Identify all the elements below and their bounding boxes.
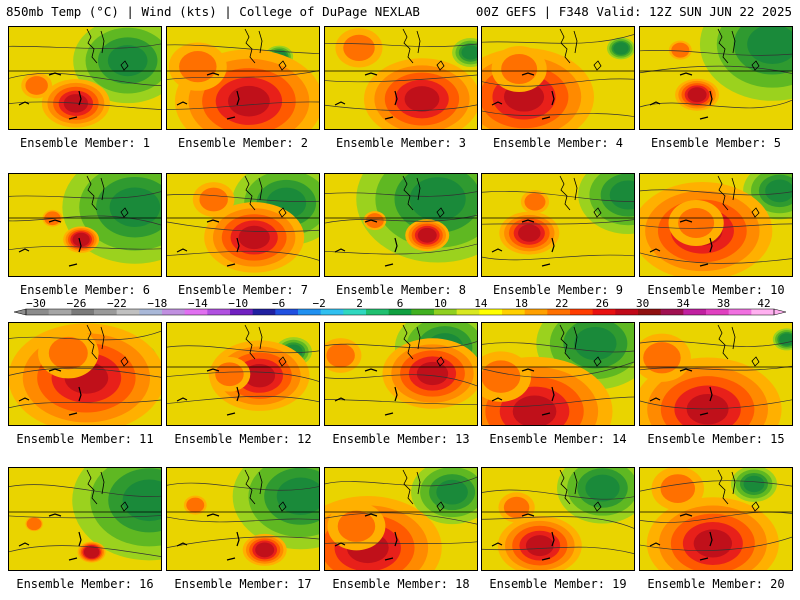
colorbar-segment — [547, 309, 571, 315]
ensemble-member-7-caption: Ensemble Member: 7 — [177, 283, 309, 297]
colorbar-segment — [434, 309, 458, 315]
map-title: 850mb Temp (°C) | Wind (kts) | College o… — [6, 4, 420, 19]
colorbar-segment — [48, 309, 72, 315]
colorbar-segment — [116, 309, 140, 315]
ensemble-member-13-map — [324, 322, 478, 426]
colorbar-right-arrow — [773, 308, 786, 316]
ensemble-member-4-caption: Ensemble Member: 4 — [492, 136, 624, 150]
ensemble-member-2-map — [166, 26, 320, 130]
ensemble-member-20-map — [639, 467, 793, 571]
temperature-colorbar: −30 −26 −22 −18 −14 −10 −6 −2 2 6 10 14 18 22 26 30 34 38… — [14, 298, 786, 320]
ensemble-member-8-map — [324, 173, 478, 277]
colorbar-tick-label: 38 — [717, 298, 730, 310]
colorbar-tick-label: 14 — [474, 298, 488, 310]
ensemble-member-10-map — [639, 173, 793, 277]
colorbar-segment — [638, 309, 662, 315]
ensemble-member-1-map — [8, 26, 162, 130]
ensemble-member-5-caption: Ensemble Member: 5 — [650, 136, 782, 150]
colorbar-left-arrow — [14, 308, 27, 316]
ensemble-member-17-caption: Ensemble Member: 17 — [174, 577, 312, 591]
colorbar-segment — [230, 309, 254, 315]
ensemble-member-20-caption: Ensemble Member: 20 — [647, 577, 785, 591]
ensemble-member-19-map — [481, 467, 635, 571]
colorbar-tick-label: −6 — [272, 298, 285, 310]
ensemble-member-11-map — [8, 322, 162, 426]
colorbar-tick-label: −2 — [312, 298, 325, 310]
colorbar-tick-label: −14 — [188, 298, 208, 310]
colorbar-segment — [570, 309, 594, 315]
colorbar-tick-label: 42 — [757, 298, 770, 310]
ensemble-member-2-caption: Ensemble Member: 2 — [177, 136, 309, 150]
colorbar-segment — [366, 309, 390, 315]
ensemble-member-3-map — [324, 26, 478, 130]
valid-time: 00Z GEFS | F348 Valid: 12Z SUN JUN 22 20… — [475, 4, 792, 19]
ensemble-member-15-map — [639, 322, 793, 426]
colorbar-tick-label: 18 — [515, 298, 528, 310]
ensemble-member-16-caption: Ensemble Member: 16 — [16, 577, 154, 591]
colorbar-segment — [343, 309, 367, 315]
colorbar-segment — [660, 309, 684, 315]
colorbar-segment — [252, 309, 276, 315]
colorbar-segment — [207, 309, 231, 315]
ensemble-member-5-map — [639, 26, 793, 130]
colorbar-segment — [26, 309, 50, 315]
colorbar-tick-label: −30 — [26, 298, 46, 310]
colorbar-segment — [592, 309, 616, 315]
colorbar-segment — [320, 309, 344, 315]
colorbar-segment — [683, 309, 707, 315]
ensemble-member-1-caption: Ensemble Member: 1 — [19, 136, 151, 150]
colorbar-segment — [139, 309, 163, 315]
colorbar-segment — [71, 309, 95, 315]
ensemble-member-4-map — [481, 26, 635, 130]
ensemble-member-19-caption: Ensemble Member: 19 — [489, 577, 627, 591]
colorbar-segment — [524, 309, 548, 315]
ensemble-member-6-map — [8, 173, 162, 277]
ensemble-member-18-caption: Ensemble Member: 18 — [332, 577, 470, 591]
ensemble-member-7-map — [166, 173, 320, 277]
ensemble-member-9-map — [481, 173, 635, 277]
colorbar-segment — [94, 309, 118, 315]
colorbar-segment — [751, 309, 775, 315]
colorbar-tick-label: 2 — [356, 298, 363, 310]
colorbar-segment — [728, 309, 752, 315]
colorbar-tick-label: 6 — [397, 298, 404, 310]
colorbar-segment — [184, 309, 208, 315]
colorbar-tick-label: −22 — [107, 298, 127, 310]
colorbar-segment — [479, 309, 503, 315]
ensemble-member-12-caption: Ensemble Member: 12 — [174, 432, 312, 446]
ensemble-member-17-map — [166, 467, 320, 571]
colorbar-tick-label: 10 — [434, 298, 447, 310]
ensemble-member-14-map — [481, 322, 635, 426]
colorbar-segment — [456, 309, 480, 315]
colorbar-segment — [298, 309, 322, 315]
colorbar-tick-label: −10 — [228, 298, 248, 310]
ensemble-member-18-map — [324, 467, 478, 571]
ensemble-member-10-caption: Ensemble Member: 10 — [647, 283, 785, 297]
colorbar-tick-label: 22 — [555, 298, 568, 310]
ensemble-member-14-caption: Ensemble Member: 14 — [489, 432, 627, 446]
colorbar-tick-label: −18 — [147, 298, 167, 310]
ensemble-member-12-map — [166, 322, 320, 426]
colorbar-tick-label: −26 — [67, 298, 87, 310]
colorbar-segment — [615, 309, 639, 315]
ensemble-member-15-caption: Ensemble Member: 15 — [647, 432, 785, 446]
colorbar-tick-label: 30 — [636, 298, 649, 310]
colorbar-segment — [411, 309, 435, 315]
ensemble-member-3-caption: Ensemble Member: 3 — [335, 136, 467, 150]
ensemble-member-9-caption: Ensemble Member: 9 — [492, 283, 624, 297]
colorbar-tick-label: 26 — [596, 298, 609, 310]
colorbar-segment — [502, 309, 526, 315]
colorbar-segment — [275, 309, 299, 315]
ensemble-member-6-caption: Ensemble Member: 6 — [19, 283, 151, 297]
ensemble-member-16-map — [8, 467, 162, 571]
ensemble-member-8-caption: Ensemble Member: 8 — [335, 283, 467, 297]
ensemble-member-13-caption: Ensemble Member: 13 — [332, 432, 470, 446]
colorbar-segment — [162, 309, 186, 315]
ensemble-member-11-caption: Ensemble Member: 11 — [16, 432, 154, 446]
colorbar-tick-label: 34 — [676, 298, 690, 310]
colorbar-segment — [706, 309, 730, 315]
colorbar-segment — [388, 309, 412, 315]
